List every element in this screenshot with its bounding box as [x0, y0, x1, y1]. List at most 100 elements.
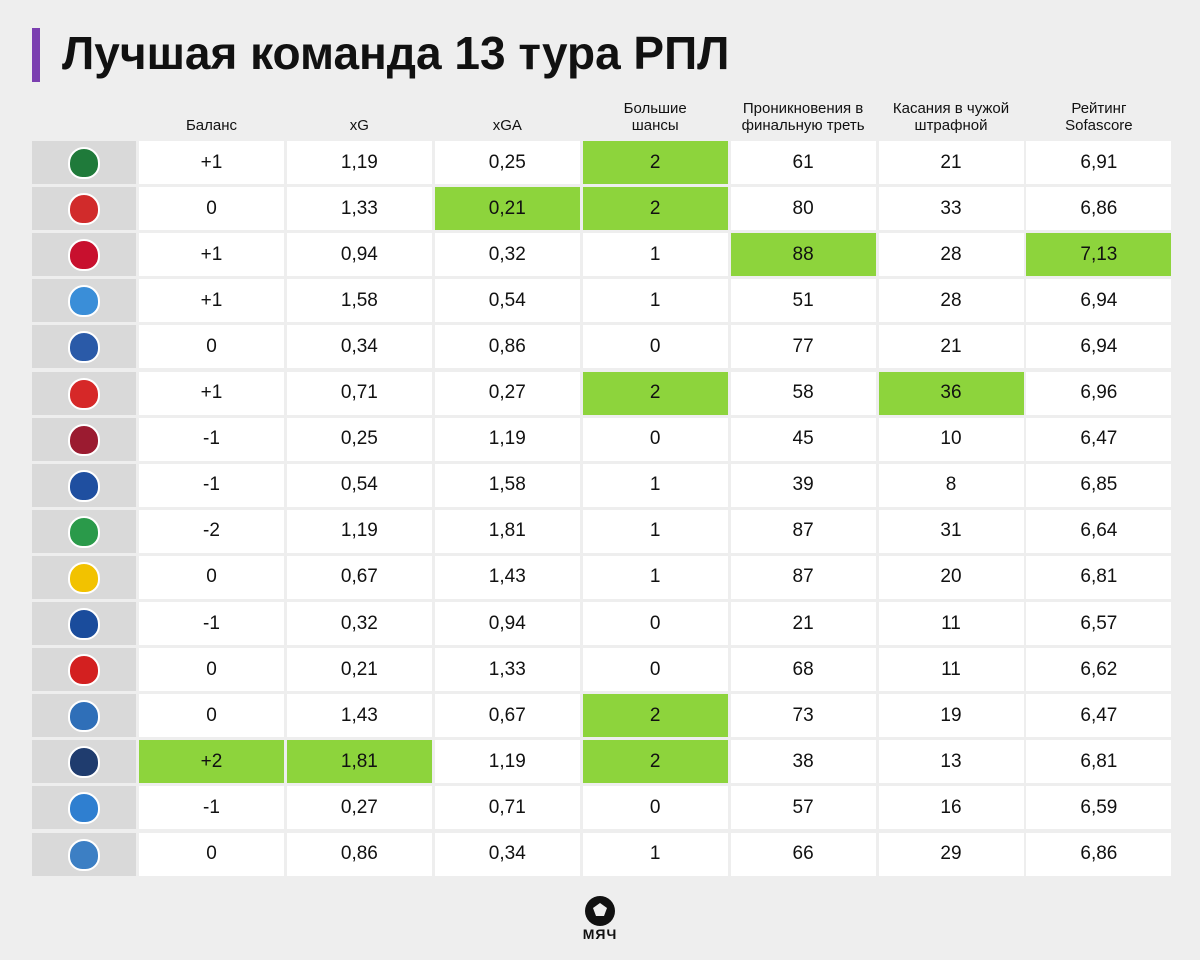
footer-logo: МЯЧ: [582, 926, 618, 942]
cell: 80: [730, 187, 876, 231]
cell: 1: [582, 832, 728, 876]
cell: 0: [582, 602, 728, 645]
cell: 0,25: [286, 417, 432, 461]
team-logo: [68, 792, 100, 825]
cell: 73: [730, 694, 876, 738]
cell: 16: [878, 786, 1024, 830]
cell: 11: [878, 602, 1024, 645]
highlighted-cell: +2: [139, 740, 284, 784]
column-header: Касания в чужой штрафной: [892, 100, 1010, 134]
cell: 0,54: [434, 279, 580, 323]
team-logo: [68, 608, 100, 640]
team-logo: [68, 654, 100, 687]
highlighted-cell: 2: [582, 187, 728, 231]
team-logo: [68, 561, 100, 594]
footer-ball: [585, 896, 615, 926]
cell: 6,85: [1026, 463, 1172, 507]
column-header: Рейтинг Sofascore: [1065, 100, 1133, 134]
team-logo: [68, 423, 100, 456]
cell: 6,47: [1026, 694, 1172, 738]
cell: 1,19: [286, 141, 432, 184]
cell: 6,86: [1026, 187, 1172, 231]
cell: 1,33: [286, 187, 432, 231]
cell: 0,27: [434, 371, 580, 415]
cell: 1,19: [434, 740, 580, 784]
cell: 0,86: [286, 832, 432, 876]
highlighted-cell: 7,13: [1026, 233, 1172, 277]
cell: 1: [582, 279, 728, 323]
team-logo: [68, 285, 100, 318]
cell: 6,81: [1026, 740, 1172, 784]
cell: 11: [878, 648, 1024, 692]
cell: 0,54: [286, 463, 432, 507]
highlighted-cell: 0,21: [434, 187, 580, 231]
cell: 28: [878, 279, 1024, 323]
cell: -1: [139, 786, 284, 830]
cell: 66: [730, 832, 876, 876]
cell: 6,94: [1026, 325, 1172, 369]
cell: 6,96: [1026, 371, 1172, 415]
cell: 13: [878, 740, 1024, 784]
highlighted-cell: 1,81: [286, 740, 432, 784]
cell: 0,32: [434, 233, 580, 277]
cell: 29: [878, 832, 1024, 876]
cell: 68: [730, 648, 876, 692]
cell: 0,94: [286, 233, 432, 277]
team-logo: [68, 239, 100, 272]
cell: 0: [582, 325, 728, 369]
cell: 21: [878, 141, 1024, 184]
cell: 87: [730, 509, 876, 553]
cell: 87: [730, 555, 876, 599]
cell: 77: [730, 325, 876, 369]
cell: 0: [139, 187, 284, 231]
cell: +1: [139, 141, 284, 184]
cell: 0,25: [434, 141, 580, 184]
cell: 61: [730, 141, 876, 184]
highlighted-cell: 2: [582, 694, 728, 738]
team-logo: [68, 377, 100, 410]
cell: 0,67: [286, 555, 432, 599]
cell: 0,21: [286, 648, 432, 692]
column-header: xGA: [492, 117, 522, 134]
highlighted-cell: 2: [582, 371, 728, 415]
cell: 28: [878, 233, 1024, 277]
cell: -1: [139, 463, 284, 507]
cell: 0: [582, 417, 728, 461]
cell: 0,32: [286, 602, 432, 645]
cell: 0,34: [286, 325, 432, 369]
cell: 0: [139, 832, 284, 876]
cell: 57: [730, 786, 876, 830]
cell: 1,43: [286, 694, 432, 738]
team-logo: [68, 193, 100, 226]
team-logo: [68, 746, 100, 779]
cell: +1: [139, 371, 284, 415]
column-header: Баланс: [185, 117, 238, 134]
cell: +1: [139, 233, 284, 277]
cell: 8: [878, 463, 1024, 507]
cell: 0,94: [434, 602, 580, 645]
team-logo: [68, 469, 100, 502]
cell: 6,64: [1026, 509, 1172, 553]
cell: 1: [582, 555, 728, 599]
cell: 0,34: [434, 832, 580, 876]
cell: 39: [730, 463, 876, 507]
cell: 19: [878, 694, 1024, 738]
column-header: Проникновения в финальную треть: [741, 100, 865, 134]
cell: 0: [582, 786, 728, 830]
cell: 1,19: [434, 417, 580, 461]
cell: 0,67: [434, 694, 580, 738]
cell: 6,47: [1026, 417, 1172, 461]
cell: 1: [582, 509, 728, 553]
cell: 51: [730, 279, 876, 323]
title: Лучшая команда 13 тура РПЛ: [62, 27, 730, 79]
cell: 0,27: [286, 786, 432, 830]
highlighted-cell: 2: [582, 740, 728, 784]
cell: 0: [139, 694, 284, 738]
team-logo: [68, 515, 100, 548]
cell: 1,33: [434, 648, 580, 692]
team-logo: [68, 331, 100, 364]
cell: -2: [139, 509, 284, 553]
team-logo: [68, 700, 100, 733]
cell: 38: [730, 740, 876, 784]
